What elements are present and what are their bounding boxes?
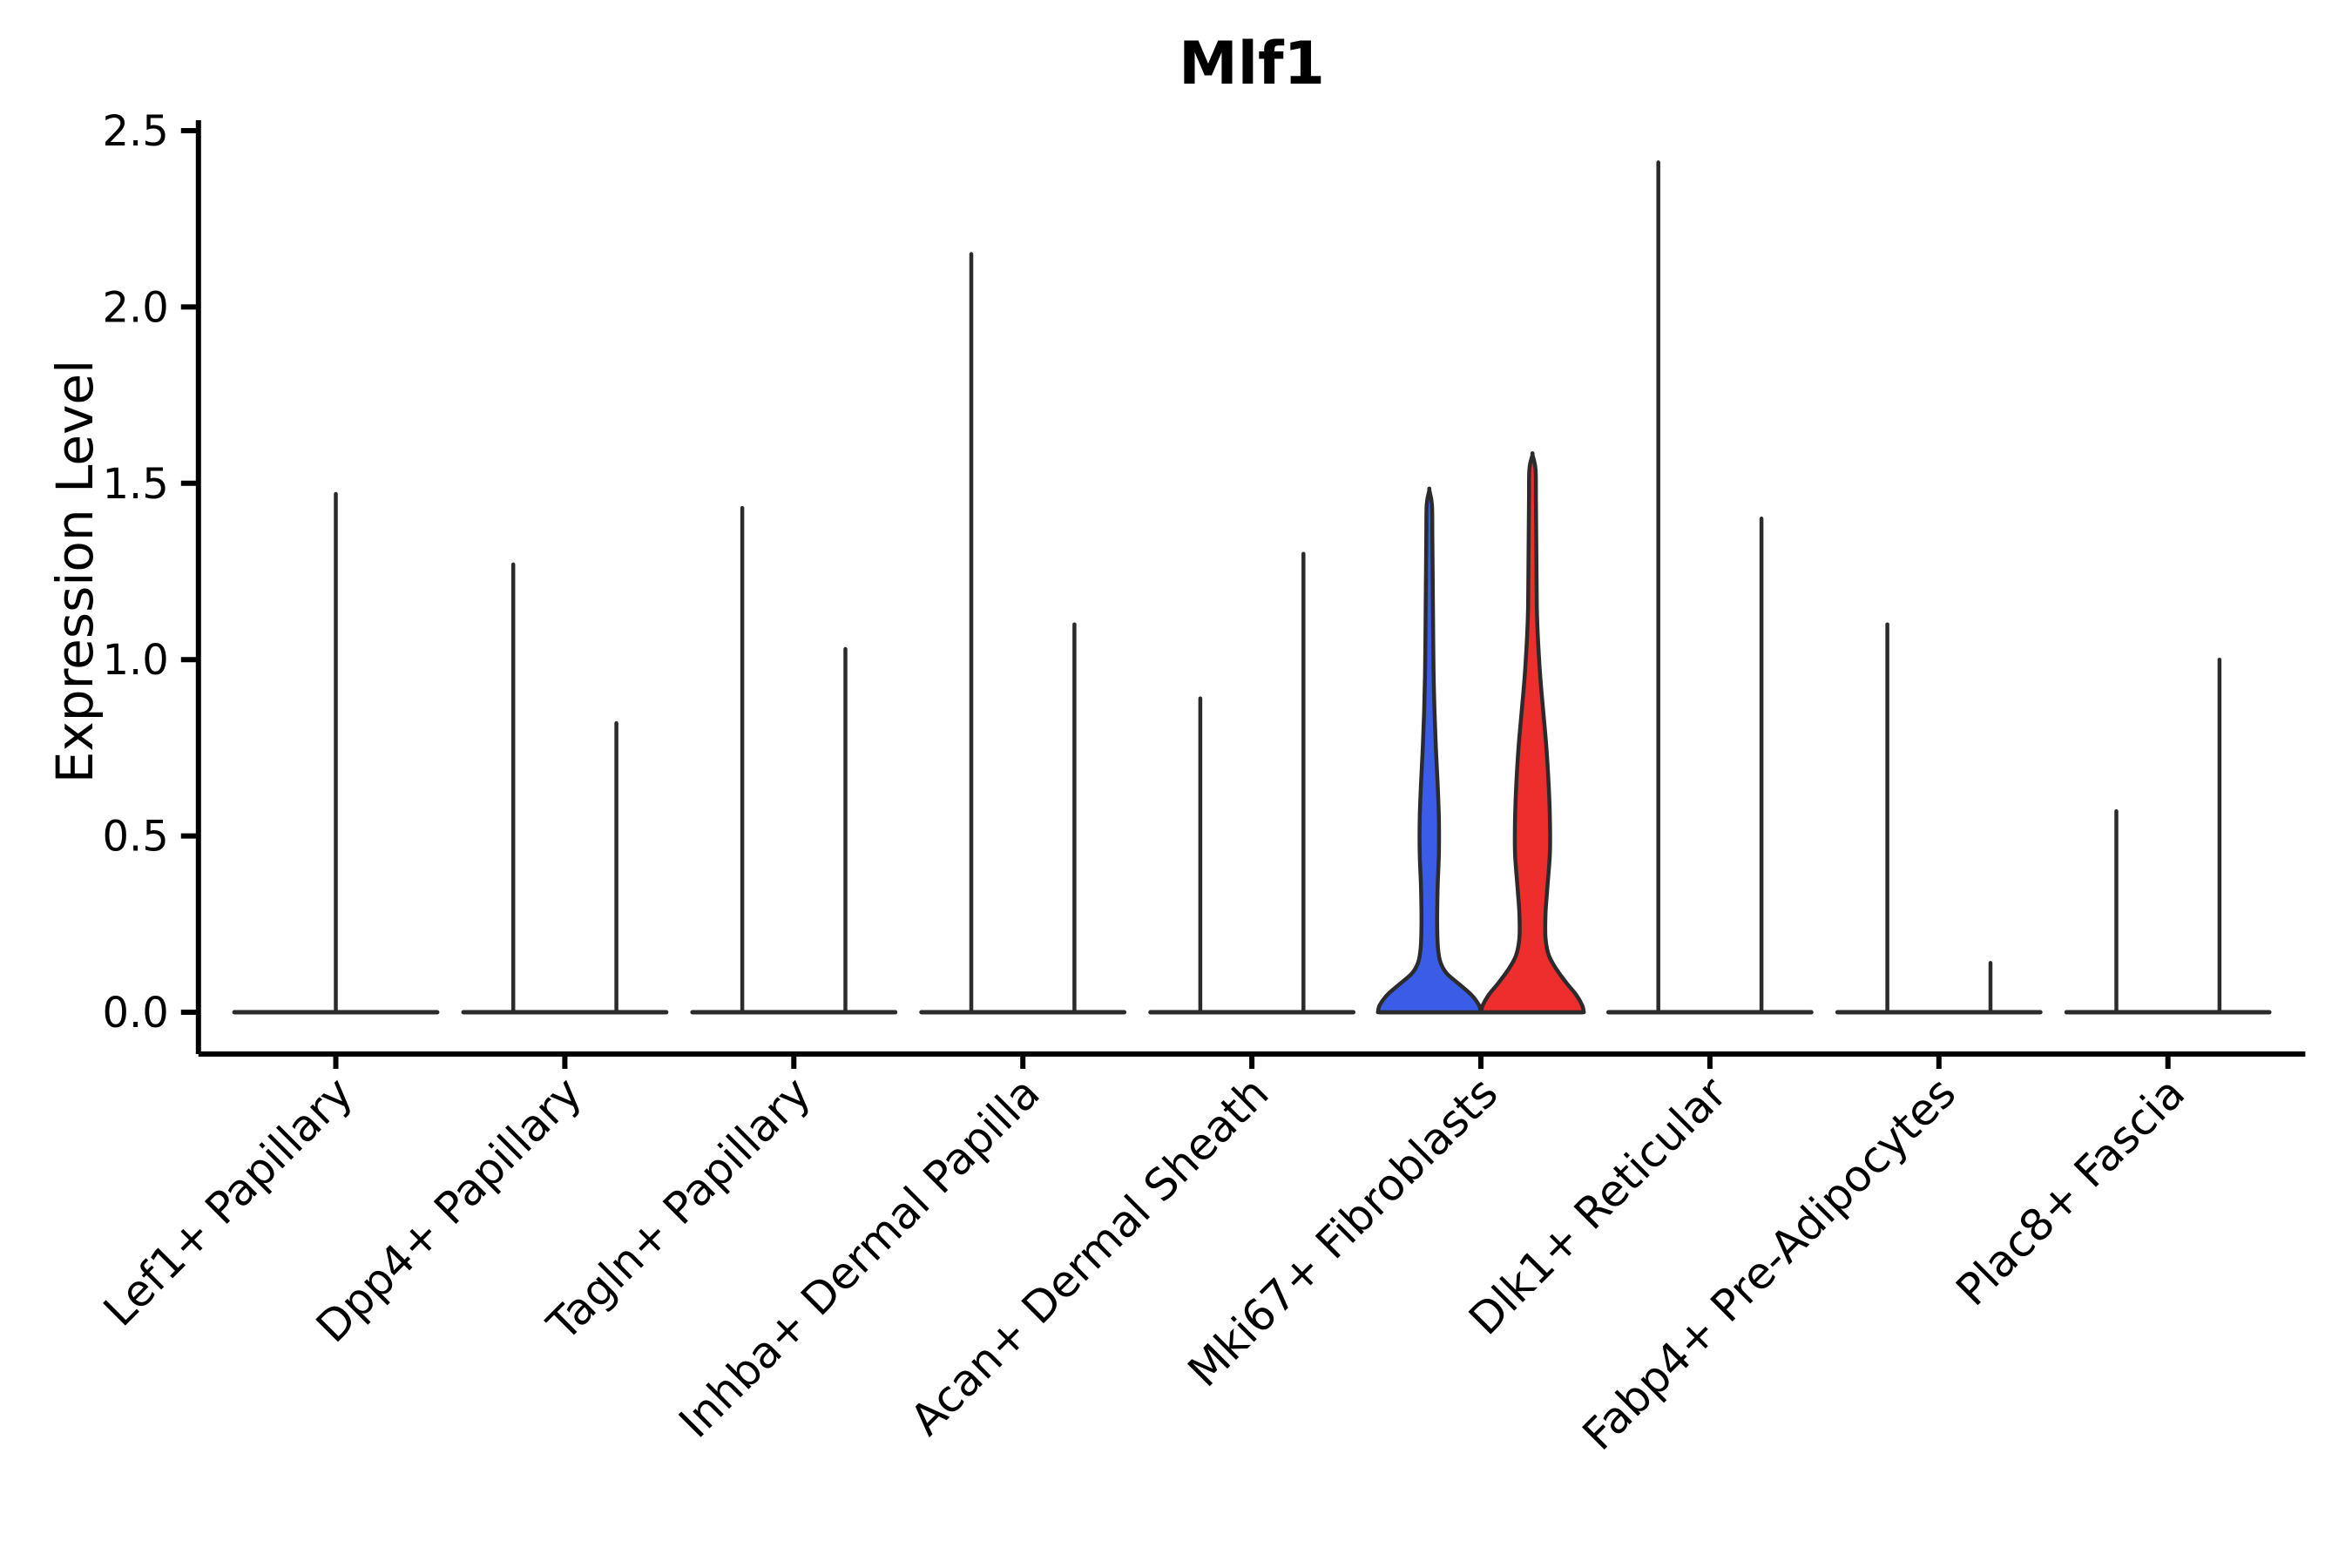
category-label: Plac8+ Fascia — [1946, 1067, 2194, 1315]
y-tick-label: 1.0 — [102, 636, 168, 685]
y-tick-label: 0.5 — [102, 813, 168, 862]
category-label: Inhba+ Dermal Papilla — [669, 1067, 1049, 1447]
category-label: Lef1+ Papillary — [94, 1067, 362, 1335]
y-tick-label: 2.5 — [102, 107, 168, 156]
y-tick-label: 0.0 — [102, 989, 168, 1037]
plot-title: Mlf1 — [1179, 30, 1325, 98]
violin-body — [1375, 486, 1484, 1015]
category-label: Fabp4+ Pre-Adipocytes — [1573, 1067, 1966, 1460]
y-axis-label: Expression Level — [45, 359, 105, 784]
violin-body — [1478, 451, 1586, 1015]
y-tick-label: 2.0 — [102, 283, 168, 332]
y-tick-label: 1.5 — [102, 460, 168, 509]
